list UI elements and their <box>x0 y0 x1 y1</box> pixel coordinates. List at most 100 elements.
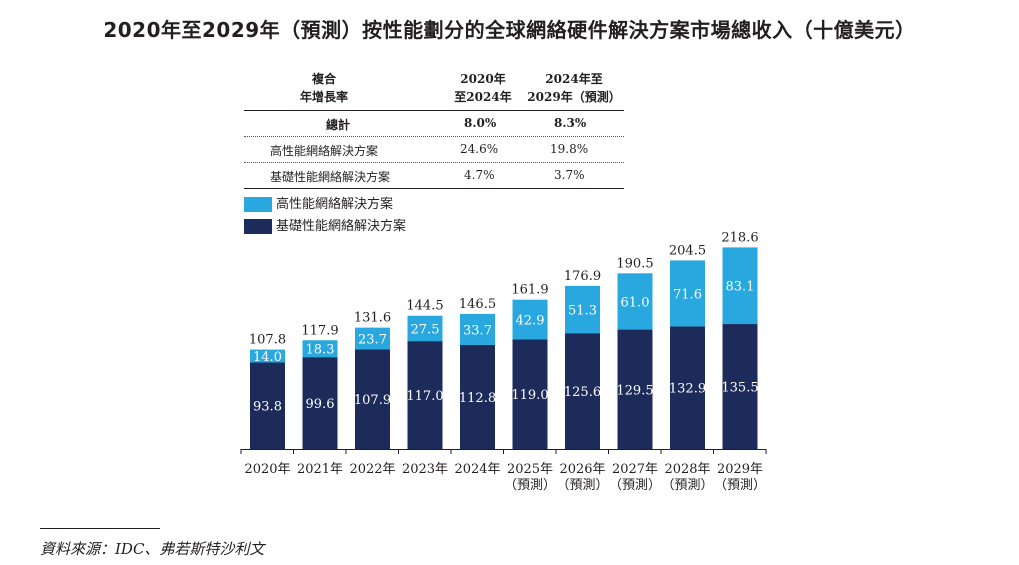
bar-high-label: 83.1 <box>726 280 755 295</box>
cagr-row-v2: 8.3% <box>554 116 587 130</box>
bar-total-label: 131.6 <box>354 311 391 326</box>
cagr-header-label: 複合 年增長率 <box>254 70 394 110</box>
table-rule <box>244 188 624 189</box>
bar-total-label: 218.6 <box>721 230 758 245</box>
legend-label-high: 高性能網絡解決方案 <box>276 197 394 212</box>
bar-base <box>617 329 653 449</box>
x-tick-label: 2028年 <box>664 462 710 477</box>
bar-high <box>512 299 548 340</box>
bar-total-label: 204.5 <box>669 243 706 258</box>
x-tick-label: 2024年 <box>454 462 500 477</box>
bar-total-label: 190.5 <box>616 256 653 271</box>
bar-total-label: 117.9 <box>301 323 338 338</box>
cagr-row-v1: 4.7% <box>464 168 495 182</box>
bar-high-label: 61.0 <box>621 295 650 310</box>
bar-base-label: 125.6 <box>564 385 601 400</box>
cagr-header-col1: 2020年 至2024年 <box>448 70 518 110</box>
bar-base <box>302 357 338 449</box>
table-rule <box>244 110 624 111</box>
bar-high-label: 51.3 <box>568 304 597 319</box>
bar-total-label: 176.9 <box>564 269 601 284</box>
bar-high <box>722 247 758 325</box>
bar-high-label: 71.6 <box>673 287 702 302</box>
cagr-header-col2-line1: 2024年至 <box>545 72 603 86</box>
source-note: 資料來源：IDC、弗若斯特沙利文 <box>40 540 265 558</box>
x-tick-label: （預測） <box>504 478 556 493</box>
cagr-header-label-line2: 年增長率 <box>299 90 348 104</box>
cagr-header-label-line1: 複合 <box>311 72 336 86</box>
cagr-row-label: 總計 <box>326 118 351 132</box>
bar-high <box>407 315 443 342</box>
cagr-row-base: 基礎性能網絡解決方案 4.7% 3.7% <box>244 164 624 188</box>
x-tick-label: （預測） <box>661 478 713 493</box>
cagr-header-col1-line2: 至2024年 <box>454 90 512 104</box>
bar-base <box>722 324 758 449</box>
bar-high <box>670 260 705 327</box>
bar-base-label: 132.9 <box>669 382 706 397</box>
cagr-row-total: 總計 8.0% 8.3% <box>244 112 624 136</box>
source-rule <box>40 528 160 529</box>
bar-base-label: 129.5 <box>616 383 653 398</box>
bar-base-label: 112.8 <box>459 391 496 406</box>
bar-base <box>407 341 443 449</box>
cagr-row-v2: 19.8% <box>550 142 589 156</box>
bar-high-label: 27.5 <box>411 322 440 337</box>
bar-high <box>565 285 600 334</box>
bar-base-label: 119.0 <box>511 388 548 403</box>
bar-high <box>302 340 338 358</box>
x-tick-label: （預測） <box>556 478 608 493</box>
bar-high-label: 42.9 <box>516 313 545 328</box>
x-tick-label: 2027年 <box>612 462 658 477</box>
bar-base <box>355 349 390 449</box>
cagr-row-v2: 3.7% <box>554 168 585 182</box>
bar-high <box>250 349 285 363</box>
legend-swatch-base <box>244 219 272 234</box>
cagr-row-label: 高性能網絡解決方案 <box>270 144 379 158</box>
chart-title: 2020年至2029年（預測）按性能劃分的全球網絡硬件解決方案市場總收入（十億美… <box>103 18 916 42</box>
bar-high-label: 14.0 <box>253 350 282 365</box>
bar-base <box>512 339 548 449</box>
bar-total-label: 146.5 <box>459 297 496 312</box>
cagr-row-v1: 8.0% <box>464 116 497 130</box>
bar-base-label: 93.8 <box>253 400 282 415</box>
cagr-row-high: 高性能網絡解決方案 24.6% 19.8% <box>244 138 624 162</box>
bar-base <box>565 333 600 449</box>
bar-total-label: 161.9 <box>511 283 548 298</box>
legend-item-base: 基礎性能網絡解決方案 <box>244 215 406 234</box>
table-rule <box>244 136 624 137</box>
cagr-header-col2: 2024年至 2029年（預測） <box>526 70 622 110</box>
bar-base <box>460 344 495 449</box>
legend-item-high: 高性能網絡解決方案 <box>244 193 393 212</box>
bar-base <box>670 326 705 449</box>
cagr-row-label: 基礎性能網絡解決方案 <box>270 170 391 184</box>
bar-high-label: 33.7 <box>463 323 492 338</box>
bar-high <box>460 313 495 345</box>
x-tick-label: 2022年 <box>349 462 395 477</box>
x-tick-label: 2020年 <box>244 462 290 477</box>
cagr-header-col1-line1: 2020年 <box>460 72 506 86</box>
cagr-row-v1: 24.6% <box>460 142 499 156</box>
x-tick-label: 2021年 <box>297 462 343 477</box>
x-tick-label: （預測） <box>714 478 766 493</box>
bar-high-label: 18.3 <box>306 343 335 358</box>
table-rule <box>244 162 624 163</box>
bar-base-label: 135.5 <box>721 381 758 396</box>
x-tick-label: 2029年 <box>717 462 763 477</box>
bar-total-label: 107.8 <box>249 333 286 348</box>
cagr-header-col2-line2: 2029年（預測） <box>527 90 621 104</box>
bar-high <box>355 327 390 350</box>
x-tick-label: 2026年 <box>559 462 605 477</box>
x-tick-label: 2023年 <box>402 462 448 477</box>
bar-high-label: 23.7 <box>358 333 387 348</box>
bar-base-label: 107.9 <box>354 393 391 408</box>
legend-swatch-high <box>244 197 272 212</box>
bar-high <box>617 273 653 330</box>
bar-base-label: 99.6 <box>306 397 335 412</box>
bar-base-label: 117.0 <box>406 389 443 404</box>
legend-label-base: 基礎性能網絡解決方案 <box>276 219 407 234</box>
bar-base <box>250 362 285 449</box>
x-tick-label: 2025年 <box>507 462 553 477</box>
bar-total-label: 144.5 <box>406 299 443 314</box>
x-tick-label: （預測） <box>609 478 661 493</box>
